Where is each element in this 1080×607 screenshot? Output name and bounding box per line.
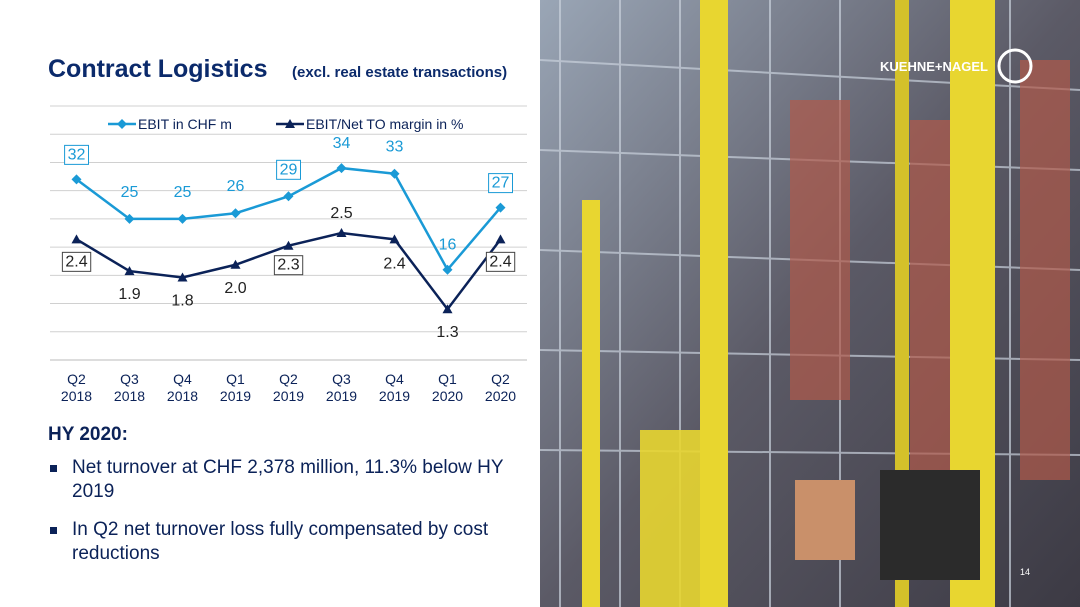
data-label: 1.9: [118, 286, 140, 303]
data-label: 27: [492, 175, 510, 192]
data-label: 33: [386, 139, 404, 156]
data-label: 16: [439, 237, 457, 254]
data-label: 32: [68, 146, 86, 163]
x-tick-label: Q2 2018: [61, 371, 92, 404]
data-point: [283, 240, 294, 250]
data-point: [230, 259, 241, 269]
data-label: 2.5: [330, 205, 352, 222]
data-label: 25: [121, 184, 139, 201]
warehouse-photo: KUEHNE+NAGEL 14: [540, 0, 1080, 607]
legend-label: EBIT/Net TO margin in %: [306, 116, 463, 132]
data-label: 2.4: [489, 253, 511, 270]
data-point: [336, 228, 347, 237]
label-box: [64, 144, 89, 165]
data-point: [71, 234, 82, 244]
data-label: 26: [227, 178, 245, 195]
data-label: 34: [333, 135, 351, 152]
data-point: [336, 163, 347, 174]
x-tick-label: Q2 2020: [485, 371, 516, 404]
data-point: [177, 213, 188, 224]
data-label: 29: [280, 161, 298, 178]
x-tick-label: Q3 2019: [326, 371, 357, 404]
label-box: [276, 159, 301, 180]
data-point: [230, 208, 241, 219]
data-point: [442, 264, 453, 275]
data-label: 1.8: [171, 292, 193, 309]
data-point: [177, 272, 188, 282]
data-label: 25: [174, 184, 192, 201]
bullet: In Q2 net turnover loss fully compensate…: [48, 518, 518, 566]
x-tick-label: Q1 2019: [220, 371, 251, 404]
data-point: [442, 304, 453, 314]
legend-label: EBIT in CHF m: [138, 116, 232, 132]
label-box: [61, 251, 92, 272]
data-label: 2.4: [65, 253, 87, 270]
data-point: [71, 174, 82, 185]
data-point: [283, 191, 294, 202]
x-tick-label: Q1 2020: [432, 371, 463, 404]
x-tick-label: Q4 2019: [379, 371, 410, 404]
data-point: [124, 213, 135, 224]
data-label: 2.3: [277, 257, 299, 274]
x-tick-label: Q3 2018: [114, 371, 145, 404]
x-tick-label: Q2 2019: [273, 371, 304, 404]
data-label: 2.0: [224, 280, 246, 297]
legend-marker: [117, 119, 127, 129]
label-box: [485, 251, 516, 272]
bullet: Net turnover at CHF 2,378 million, 11.3%…: [48, 456, 518, 504]
title: Contract Logistics: [48, 55, 267, 83]
chart: Contract Logistics (excl. real estate tr…: [48, 55, 527, 404]
data-point: [495, 202, 506, 213]
legend-marker: [285, 119, 295, 128]
logo: KUEHNE+NAGEL: [880, 59, 988, 74]
data-point: [389, 168, 400, 179]
x-tick-label: Q4 2018: [167, 371, 198, 404]
page-number: 14: [1020, 567, 1030, 577]
data-label: 2.4: [383, 255, 405, 272]
subtitle: (excl. real estate transactions): [292, 64, 507, 81]
data-point: [495, 234, 506, 244]
label-box: [488, 173, 513, 194]
text-body: HY 2020: Net turnover at CHF 2,378 milli…: [48, 424, 518, 580]
label-box: [273, 255, 304, 276]
data-label: 1.3: [436, 324, 458, 341]
bullet-list: Net turnover at CHF 2,378 million, 11.3%…: [48, 456, 518, 566]
heading: HY 2020:: [48, 424, 128, 445]
data-point: [389, 234, 400, 244]
data-point: [124, 266, 135, 276]
